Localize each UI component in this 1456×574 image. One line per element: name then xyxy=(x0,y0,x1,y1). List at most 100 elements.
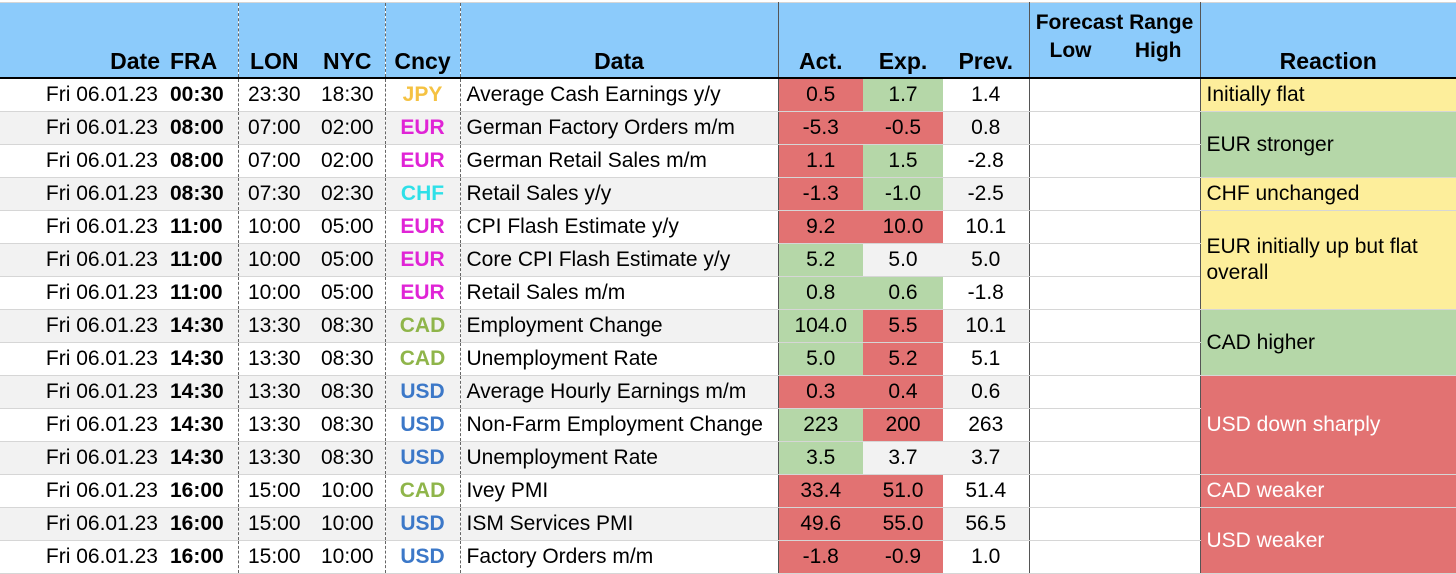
date-cell[interactable]: Fri 06.01.23 xyxy=(0,474,164,508)
previous-value-cell[interactable]: 3.7 xyxy=(943,441,1030,475)
expected-value-cell[interactable]: 51.0 xyxy=(863,474,943,508)
date-cell[interactable]: Fri 06.01.23 xyxy=(0,210,164,244)
forecast-range-cell[interactable] xyxy=(1029,441,1201,475)
indicator-name-cell[interactable]: Unemployment Rate xyxy=(460,342,779,376)
table-row[interactable]: Fri 06.01.23 14:30 13:30 08:30 USD Unemployme… xyxy=(0,441,1456,475)
indicator-name-cell[interactable]: CPI Flash Estimate y/y xyxy=(460,210,779,244)
actual-value-cell[interactable]: 5.0 xyxy=(778,342,863,376)
forecast-range-cell[interactable] xyxy=(1029,474,1201,508)
actual-value-cell[interactable]: 33.4 xyxy=(778,474,863,508)
forecast-range-cell[interactable] xyxy=(1029,375,1201,409)
previous-value-cell[interactable]: 10.1 xyxy=(943,309,1030,343)
nyc-time-cell[interactable]: 08:30 xyxy=(310,342,386,376)
forecast-range-cell[interactable] xyxy=(1029,144,1201,178)
actual-value-cell[interactable]: 104.0 xyxy=(778,309,863,343)
expected-value-cell[interactable]: 5.2 xyxy=(863,342,943,376)
previous-value-cell[interactable]: 263 xyxy=(943,408,1030,442)
forecast-range-cell[interactable] xyxy=(1029,507,1201,541)
col-header-actual[interactable]: Act. xyxy=(778,2,863,79)
forecast-range-cell[interactable] xyxy=(1029,77,1201,112)
date-cell[interactable]: Fri 06.01.23 xyxy=(0,309,164,343)
currency-cell[interactable]: USD xyxy=(385,507,461,541)
reaction-cell[interactable]: USD weaker xyxy=(1199,507,1456,574)
date-cell[interactable]: Fri 06.01.23 xyxy=(0,507,164,541)
col-header-previous[interactable]: Prev. xyxy=(943,2,1030,79)
nyc-time-cell[interactable]: 08:30 xyxy=(310,375,386,409)
indicator-name-cell[interactable]: ISM Services PMI xyxy=(460,507,779,541)
actual-value-cell[interactable]: -1.8 xyxy=(778,540,863,574)
previous-value-cell[interactable]: -2.8 xyxy=(943,144,1030,178)
expected-value-cell[interactable]: 1.7 xyxy=(863,77,943,112)
fra-time-cell[interactable]: 11:00 xyxy=(164,210,239,244)
fra-time-cell[interactable]: 14:30 xyxy=(164,309,239,343)
actual-value-cell[interactable]: -1.3 xyxy=(778,177,863,211)
actual-value-cell[interactable]: -5.3 xyxy=(778,111,863,145)
lon-time-cell[interactable]: 15:00 xyxy=(238,474,310,508)
currency-cell[interactable]: EUR xyxy=(385,144,461,178)
indicator-name-cell[interactable]: Employment Change xyxy=(460,309,779,343)
expected-value-cell[interactable]: 0.6 xyxy=(863,276,943,310)
fra-time-cell[interactable]: 11:00 xyxy=(164,276,239,310)
lon-time-cell[interactable]: 07:00 xyxy=(238,111,310,145)
expected-value-cell[interactable]: 5.5 xyxy=(863,309,943,343)
table-row[interactable]: Fri 06.01.23 11:00 10:00 05:00 EUR Retail Sal… xyxy=(0,276,1456,310)
forecast-range-cell[interactable] xyxy=(1029,243,1201,277)
nyc-time-cell[interactable]: 05:00 xyxy=(310,210,386,244)
indicator-name-cell[interactable]: Average Cash Earnings y/y xyxy=(460,77,779,112)
previous-value-cell[interactable]: 0.8 xyxy=(943,111,1030,145)
actual-value-cell[interactable]: 9.2 xyxy=(778,210,863,244)
reaction-cell[interactable]: CAD higher xyxy=(1199,309,1456,376)
date-cell[interactable]: Fri 06.01.23 xyxy=(0,243,164,277)
actual-value-cell[interactable]: 1.1 xyxy=(778,144,863,178)
previous-value-cell[interactable]: 0.6 xyxy=(943,375,1030,409)
currency-cell[interactable]: USD xyxy=(385,375,461,409)
reaction-cell[interactable]: EUR initially up but flat overall xyxy=(1199,210,1456,310)
col-header-date[interactable]: Date xyxy=(0,2,164,79)
previous-value-cell[interactable]: 10.1 xyxy=(943,210,1030,244)
indicator-name-cell[interactable]: Retail Sales y/y xyxy=(460,177,779,211)
fra-time-cell[interactable]: 16:00 xyxy=(164,507,239,541)
currency-cell[interactable]: JPY xyxy=(385,77,461,112)
fra-time-cell[interactable]: 14:30 xyxy=(164,441,239,475)
nyc-time-cell[interactable]: 18:30 xyxy=(310,77,386,112)
currency-cell[interactable]: CHF xyxy=(385,177,461,211)
nyc-time-cell[interactable]: 02:00 xyxy=(310,144,386,178)
date-cell[interactable]: Fri 06.01.23 xyxy=(0,540,164,574)
indicator-name-cell[interactable]: Average Hourly Earnings m/m xyxy=(460,375,779,409)
fra-time-cell[interactable]: 14:30 xyxy=(164,408,239,442)
currency-cell[interactable]: USD xyxy=(385,408,461,442)
fra-time-cell[interactable]: 08:30 xyxy=(164,177,239,211)
expected-value-cell[interactable]: 55.0 xyxy=(863,507,943,541)
table-row[interactable]: Fri 06.01.23 08:00 07:00 02:00 EUR German Fac… xyxy=(0,111,1456,178)
previous-value-cell[interactable]: -1.8 xyxy=(943,276,1030,310)
expected-value-cell[interactable]: 0.4 xyxy=(863,375,943,409)
reaction-cell[interactable]: Initially flat xyxy=(1199,77,1456,112)
nyc-time-cell[interactable]: 05:00 xyxy=(310,276,386,310)
reaction-cell[interactable]: USD down sharply xyxy=(1199,375,1456,475)
actual-value-cell[interactable]: 3.5 xyxy=(778,441,863,475)
table-row[interactable]: Fri 06.01.23 11:00 10:00 05:00 EUR CPI Flash … xyxy=(0,210,1456,310)
col-header-forecast-range[interactable]: Forecast Range Low High xyxy=(1029,2,1201,79)
reaction-cell[interactable]: EUR stronger xyxy=(1199,111,1456,178)
date-cell[interactable]: Fri 06.01.23 xyxy=(0,375,164,409)
date-cell[interactable]: Fri 06.01.23 xyxy=(0,111,164,145)
expected-value-cell[interactable]: -1.0 xyxy=(863,177,943,211)
table-row[interactable]: Fri 06.01.23 08:30 07:30 02:30 CHF Retail Sal… xyxy=(0,177,1456,211)
actual-value-cell[interactable]: 0.5 xyxy=(778,77,863,112)
nyc-time-cell[interactable]: 02:00 xyxy=(310,111,386,145)
fra-time-cell[interactable]: 16:00 xyxy=(164,540,239,574)
indicator-name-cell[interactable]: Core CPI Flash Estimate y/y xyxy=(460,243,779,277)
col-header-data[interactable]: Data xyxy=(460,2,779,79)
lon-time-cell[interactable]: 07:00 xyxy=(238,144,310,178)
lon-time-cell[interactable]: 15:00 xyxy=(238,540,310,574)
previous-value-cell[interactable]: 5.0 xyxy=(943,243,1030,277)
indicator-name-cell[interactable]: Retail Sales m/m xyxy=(460,276,779,310)
expected-value-cell[interactable]: 1.5 xyxy=(863,144,943,178)
indicator-name-cell[interactable]: Unemployment Rate xyxy=(460,441,779,475)
indicator-name-cell[interactable]: Ivey PMI xyxy=(460,474,779,508)
lon-time-cell[interactable]: 13:30 xyxy=(238,441,310,475)
table-row[interactable]: Fri 06.01.23 14:30 13:30 08:30 USD Non-Farm E… xyxy=(0,408,1456,442)
expected-value-cell[interactable]: -0.5 xyxy=(863,111,943,145)
actual-value-cell[interactable]: 5.2 xyxy=(778,243,863,277)
fra-time-cell[interactable]: 08:00 xyxy=(164,144,239,178)
